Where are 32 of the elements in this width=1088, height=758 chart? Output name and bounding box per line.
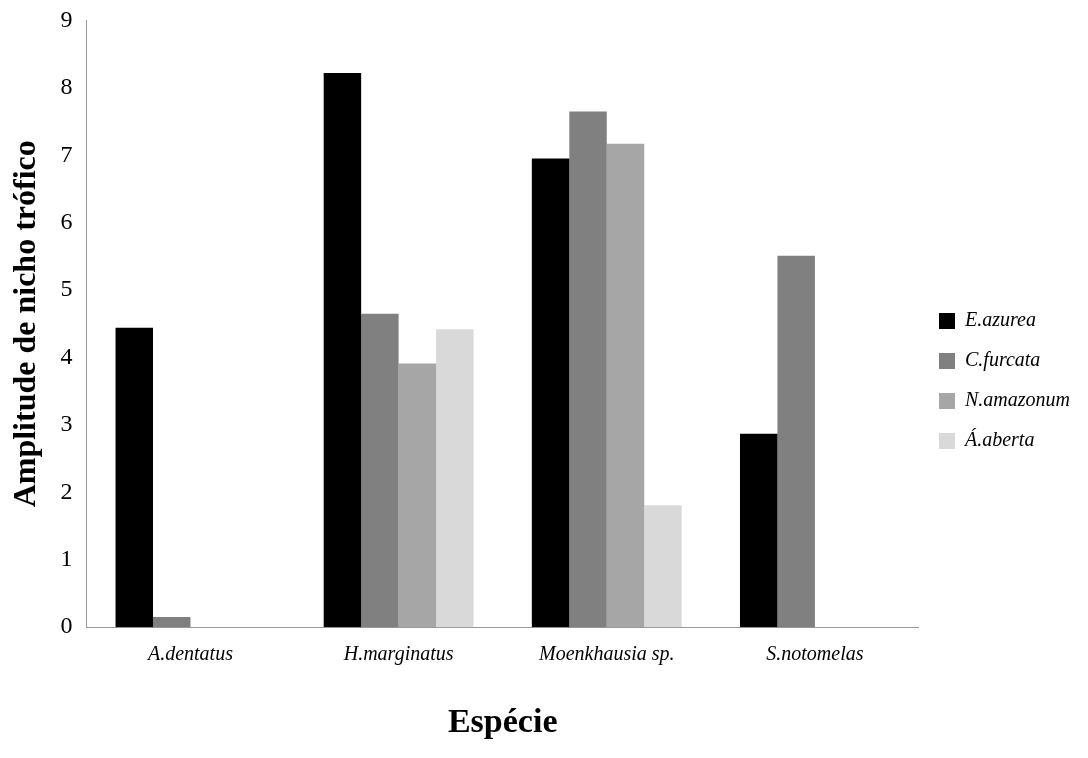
legend-label: C.furcata — [964, 348, 1041, 372]
y-tick-label: 6 — [60, 207, 73, 234]
bar — [739, 433, 778, 628]
x-tick-label: Moenkhausia sp. — [538, 642, 675, 666]
legend-label: Á.aberta — [962, 428, 1035, 451]
y-tick-label: 7 — [60, 140, 73, 167]
bar — [398, 363, 437, 628]
bar — [531, 158, 570, 628]
bar — [644, 505, 682, 628]
bar — [436, 329, 474, 628]
bar — [569, 111, 607, 628]
x-tick-label: H.marginatus — [342, 642, 454, 666]
bar — [153, 617, 191, 628]
x-tick-label: S.notomelas — [766, 642, 864, 665]
y-tick-label: 9 — [60, 5, 73, 32]
bar — [361, 313, 399, 628]
legend-label: E.azurea — [963, 308, 1036, 331]
y-tick-label: 1 — [60, 545, 73, 572]
x-tick-label: A.dentatus — [145, 642, 234, 665]
x-axis-title: Espécie — [447, 702, 558, 740]
y-tick-label: 8 — [60, 73, 73, 100]
y-tick-label: 0 — [60, 612, 73, 639]
bar — [323, 72, 362, 628]
bar — [777, 255, 815, 628]
bar — [606, 143, 645, 628]
y-axis-title: Amplitude de nicho trófico — [6, 140, 43, 508]
legend-label: N.amazonum — [963, 388, 1071, 411]
y-tick-label: 4 — [60, 342, 73, 369]
y-tick-label: 2 — [60, 477, 73, 504]
y-tick-label: 3 — [60, 410, 73, 437]
bar — [115, 327, 154, 628]
y-tick-label: 5 — [60, 275, 73, 302]
